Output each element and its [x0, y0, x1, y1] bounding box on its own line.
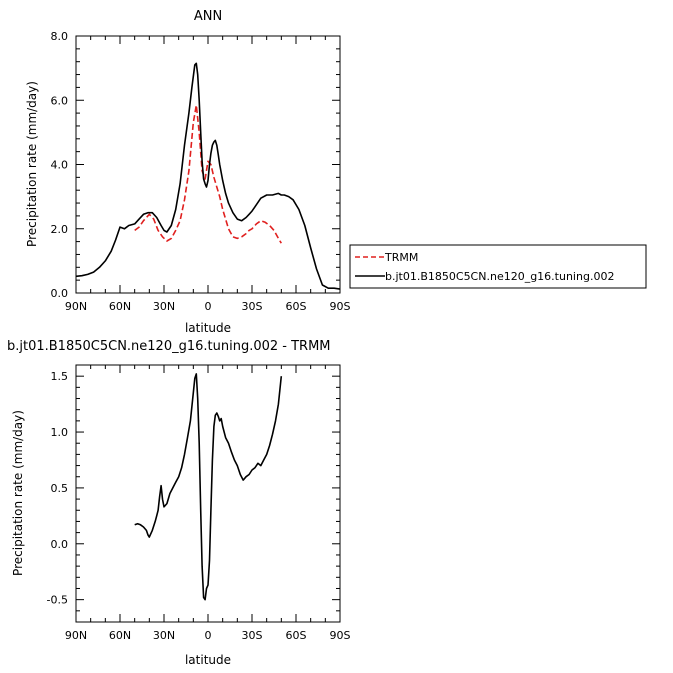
legend-label-trmm: TRMM — [384, 251, 418, 264]
x-tick-label: 0 — [205, 300, 212, 313]
x-tick-label: 0 — [205, 629, 212, 642]
legend-label-model: b.jt01.B1850C5CN.ne120_g16.tuning.002 — [385, 270, 614, 283]
y-tick-label: 6.0 — [51, 94, 69, 107]
y-tick-label: -0.5 — [47, 594, 68, 607]
legend-box — [349, 244, 647, 289]
top-plot-frame — [75, 35, 341, 294]
bottom-x-axis-title: latitude — [185, 653, 231, 667]
y-tick-label: 2.0 — [51, 223, 69, 236]
x-tick-label: 90S — [330, 629, 351, 642]
x-tick-label: 30S — [242, 300, 263, 313]
x-tick-label: 60S — [286, 300, 307, 313]
series-line-trmm — [134, 104, 282, 244]
top-x-axis-title: latitude — [185, 321, 231, 335]
x-tick-label: 60S — [286, 629, 307, 642]
y-tick-label: 0.0 — [51, 538, 69, 551]
bottom-panel-title: b.jt01.B1850C5CN.ne120_g16.tuning.002 - … — [7, 339, 331, 354]
x-tick-label: 90S — [330, 300, 351, 313]
panel-bottom: b.jt01.B1850C5CN.ne120_g16.tuning.002 - … — [7, 339, 351, 667]
top-y-axis-title: Precipitation rate (mm/day) — [25, 81, 39, 247]
x-tick-label: 90N — [65, 629, 87, 642]
series-line-b-jt01-b1850c5cn-ne120-g16-tuning-002 — [75, 62, 341, 290]
x-tick-label: 60N — [109, 629, 131, 642]
x-tick-label: 30S — [242, 629, 263, 642]
bottom-y-axis-title: Precipitation rate (mm/day) — [11, 410, 25, 576]
top-panel-title: ANN — [194, 9, 222, 24]
x-tick-label: 60N — [109, 300, 131, 313]
y-tick-label: 4.0 — [51, 159, 69, 172]
y-tick-label: 0.5 — [51, 482, 69, 495]
x-tick-label: 30N — [153, 629, 175, 642]
x-tick-label: 30N — [153, 300, 175, 313]
y-tick-label: 1.0 — [51, 426, 69, 439]
legend: TRMM b.jt01.B1850C5CN.ne120_g16.tuning.0… — [349, 244, 647, 289]
y-tick-label: 0.0 — [51, 287, 69, 300]
y-tick-label: 1.5 — [51, 370, 69, 383]
panel-top: ANN 90N 60N 30N 0 30S 60S 90S 0.0 2.0 4.0 6.0 8.0 l… — [25, 9, 351, 335]
x-tick-label: 90N — [65, 300, 87, 313]
y-tick-label: 8.0 — [51, 30, 69, 43]
series-line-difference — [134, 373, 283, 601]
